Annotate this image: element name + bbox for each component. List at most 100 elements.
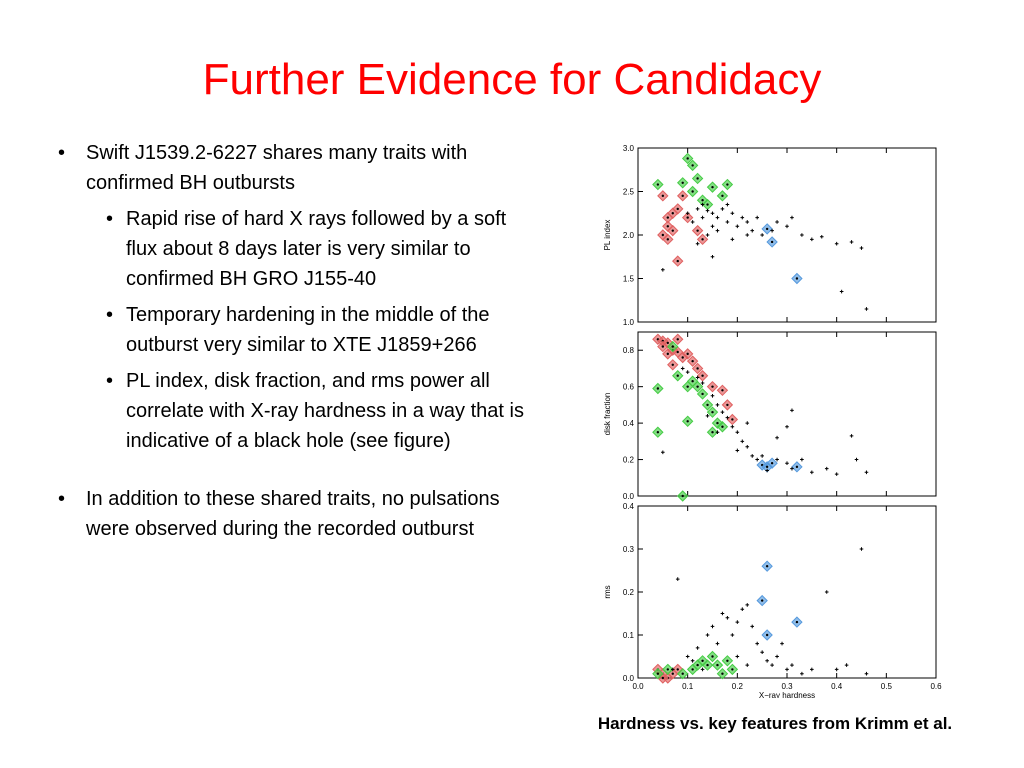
black-data-point (780, 641, 784, 646)
black-data-point (700, 381, 705, 385)
black-data-point (785, 424, 789, 429)
y-tick-label: 3.0 (623, 144, 635, 153)
blue-data-point-center (795, 620, 799, 624)
black-data-point (695, 375, 700, 380)
black-data-point (745, 421, 750, 425)
black-data-point (720, 207, 725, 211)
y-tick-label: 2.0 (623, 231, 635, 240)
green-data-point-center (691, 380, 694, 383)
red-data-point-center (696, 229, 699, 232)
green-data-point-center (721, 672, 724, 675)
black-data-point (725, 202, 730, 207)
black-data-point (725, 415, 730, 420)
x-tick-label: 0.6 (930, 682, 942, 691)
black-data-point (740, 215, 745, 220)
black-data-point (745, 663, 750, 667)
green-data-point-center (676, 374, 679, 377)
black-data-point (849, 240, 854, 244)
bullet-text: In addition to these shared traits, no p… (86, 488, 500, 540)
black-data-point (745, 445, 750, 449)
green-data-point-center (726, 659, 729, 662)
red-data-point-center (666, 225, 669, 228)
red-data-point-center (671, 212, 674, 215)
sub-bullet-item: • Rapid rise of hard X rays followed by … (50, 204, 530, 294)
sub-bullet-text: Rapid rise of hard X rays followed by a … (126, 208, 507, 290)
green-data-point-center (656, 183, 660, 186)
green-data-point-center (686, 385, 689, 388)
y-tick-label: 0.0 (623, 492, 635, 501)
green-data-point-center (716, 663, 719, 667)
black-data-point (710, 393, 715, 398)
red-data-point-center (726, 403, 729, 407)
green-data-point-center (681, 181, 684, 184)
green-data-point-center (711, 410, 714, 414)
panel-frame (637, 505, 937, 679)
black-data-point (775, 220, 779, 224)
green-data-point-center (681, 672, 684, 675)
black-data-point (819, 234, 824, 239)
black-data-point (755, 457, 759, 462)
y-tick-label: 0.2 (623, 588, 635, 597)
green-data-point-center (701, 392, 704, 396)
red-data-point-center (681, 356, 684, 359)
bullet-dot-icon: • (106, 208, 114, 230)
black-data-point (859, 246, 864, 250)
y-tick-label: 0.3 (623, 545, 635, 554)
blue-data-point-center (765, 565, 769, 568)
green-data-point-center (701, 659, 704, 662)
green-data-point-center (691, 190, 694, 193)
black-data-point (685, 211, 690, 216)
black-data-point (775, 457, 779, 462)
red-data-point-center (696, 367, 699, 370)
green-data-point-center (701, 199, 704, 202)
black-data-point (800, 457, 804, 462)
black-data-point (735, 224, 740, 229)
black-data-point (824, 466, 829, 471)
blue-data-point-center (795, 465, 799, 469)
black-data-point (695, 241, 700, 246)
black-data-point (700, 215, 705, 220)
black-data-point (700, 667, 705, 672)
bullet-item: • Swift J1539.2-6227 shares many traits … (50, 138, 530, 198)
bullet-dot-icon: • (58, 488, 66, 510)
hardness-scatter-figure: 3.0 2.5 2.0 1.5 1.0 PL index 0.8 0.6 0.4 0.2 0.0 di… (603, 144, 942, 698)
black-data-point (785, 461, 789, 465)
green-data-point-center (721, 194, 724, 198)
black-data-point (864, 307, 869, 311)
y-tick-label: 1.5 (623, 275, 635, 284)
black-data-point (670, 667, 675, 672)
black-data-point (725, 220, 730, 224)
black-data-point (790, 663, 794, 667)
black-data-point (695, 646, 700, 650)
black-data-point (715, 228, 720, 233)
bullet-dot-icon: • (106, 304, 114, 326)
green-data-point-center (696, 177, 699, 180)
blue-data-point-center (770, 462, 774, 465)
x-axis-label: X−ray hardness (759, 691, 815, 698)
y-tick-label: 0.4 (623, 502, 635, 511)
black-data-point (740, 607, 745, 611)
black-data-point (705, 233, 710, 237)
black-data-point (790, 215, 794, 220)
x-tick-label: 0.3 (781, 682, 793, 691)
y-tick-label: 0.2 (623, 456, 635, 465)
black-data-point (700, 202, 705, 207)
green-data-point-center (691, 164, 694, 167)
red-data-point-center (676, 338, 679, 341)
red-data-point-center (686, 216, 689, 219)
red-data-point-center (676, 668, 679, 671)
red-data-point-center (661, 345, 665, 348)
green-data-point-center (711, 185, 714, 189)
black-data-point (715, 430, 720, 435)
black-data-point (790, 408, 794, 413)
green-data-point-center (686, 157, 689, 160)
black-data-point (775, 435, 779, 440)
red-data-point-center (686, 352, 689, 356)
y-tick-label: 0.4 (623, 419, 635, 428)
black-data-point (695, 207, 700, 211)
green-data-point-center (706, 663, 709, 667)
black-data-point (775, 654, 779, 659)
green-data-point-center (691, 668, 694, 671)
y-tick-label: 0.8 (623, 346, 635, 355)
red-data-point-center (666, 352, 669, 356)
